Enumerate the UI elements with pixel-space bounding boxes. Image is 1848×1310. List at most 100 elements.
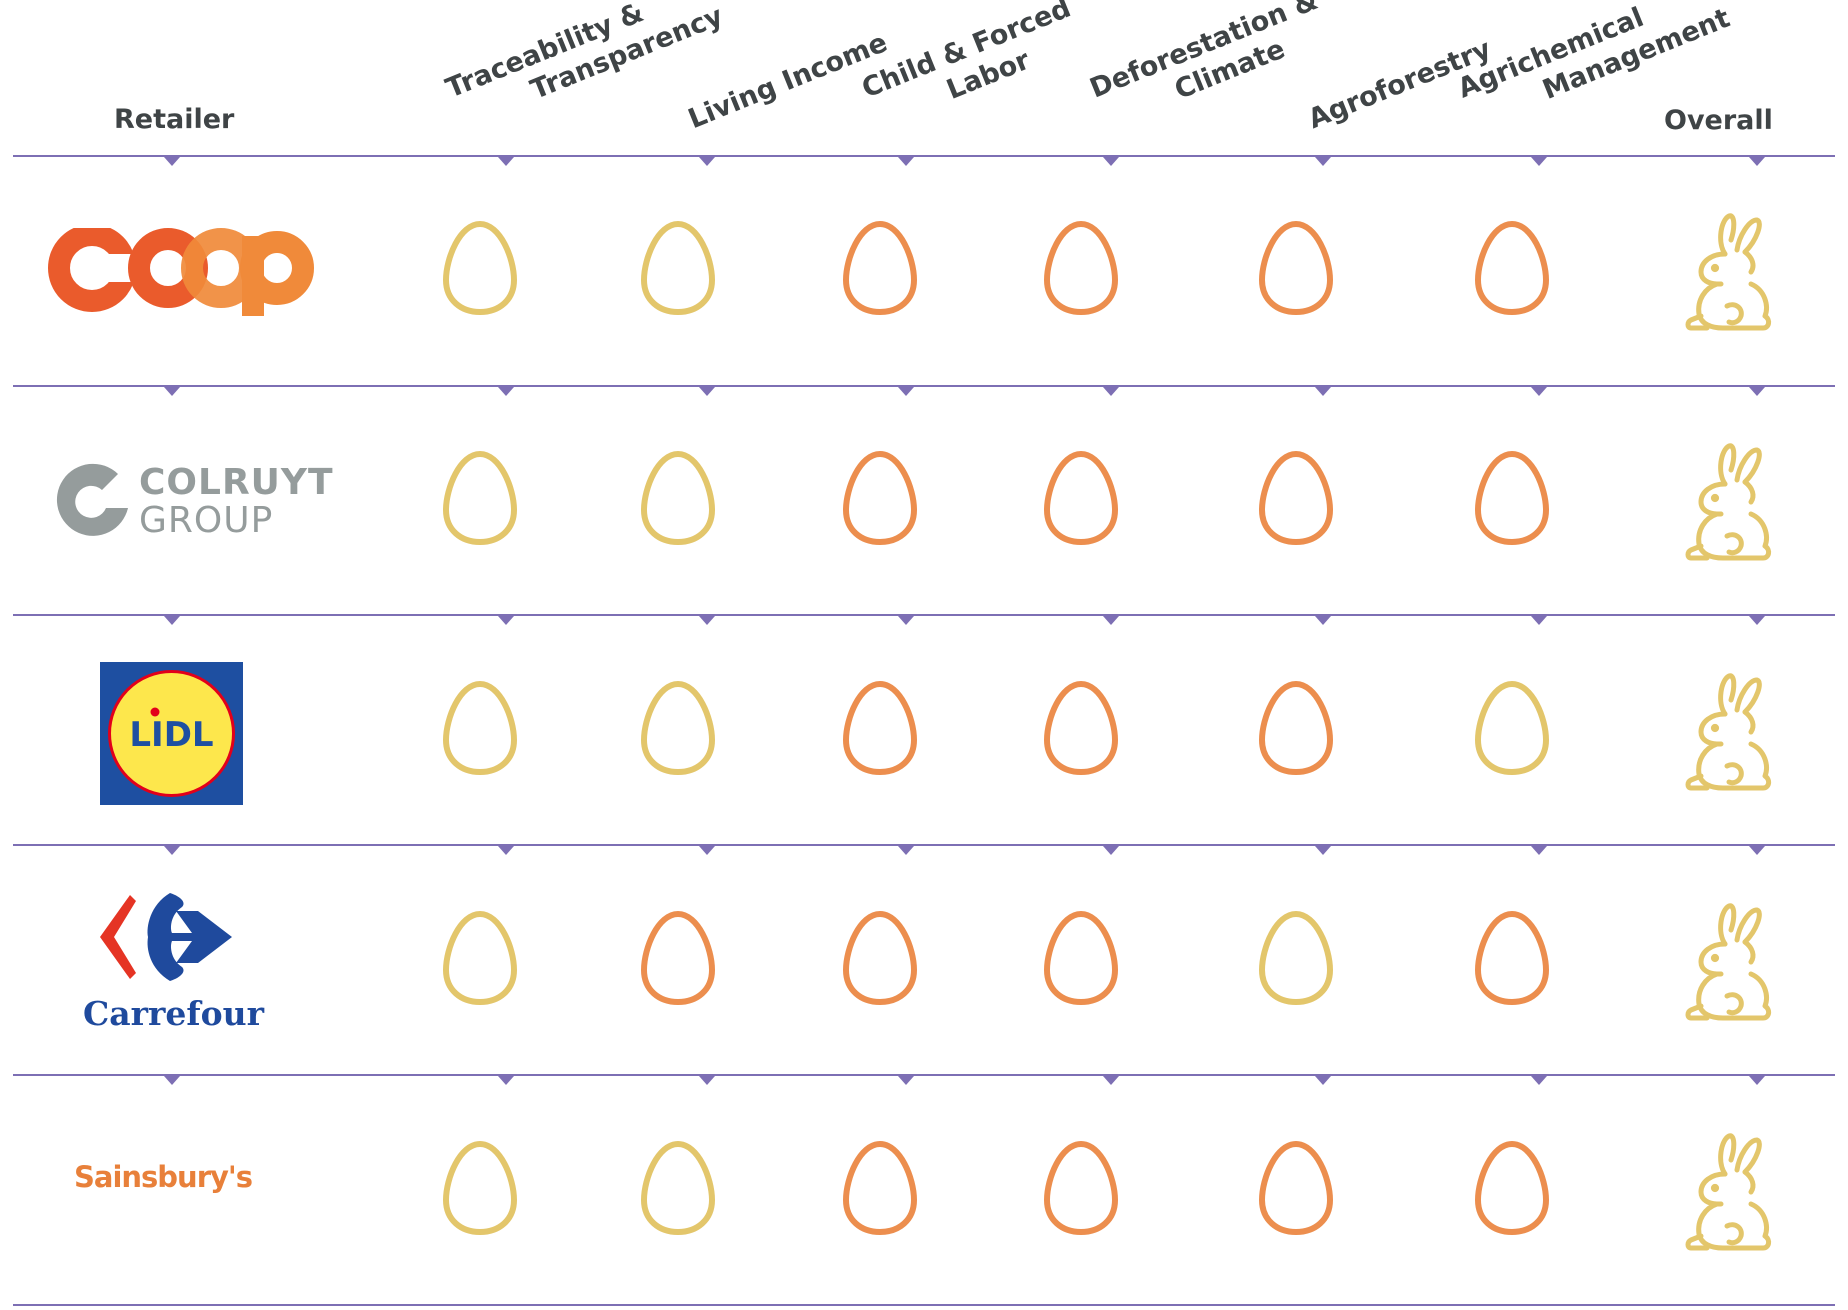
rating-egg-agroforestry xyxy=(1256,1138,1336,1238)
rating-egg-traceability xyxy=(440,218,520,318)
overall-bunny-rating xyxy=(1677,670,1777,794)
rating-egg-deforestation xyxy=(1041,678,1121,778)
egg-icon xyxy=(1043,910,1119,1006)
category-header-text: Child & Forced Labor xyxy=(857,0,1088,136)
egg-icon xyxy=(842,680,918,776)
egg-icon xyxy=(1258,680,1334,776)
rating-egg-living_income xyxy=(638,908,718,1008)
lidl-wordmark: LIDL xyxy=(129,715,213,755)
row-separator xyxy=(13,844,1835,846)
rating-egg-agroforestry xyxy=(1256,678,1336,778)
rating-egg-traceability xyxy=(440,908,520,1008)
category-header-text: Traceability & Transparency xyxy=(441,0,728,136)
lidl-circle xyxy=(108,670,235,797)
sainsburys-logo: Sainsbury's xyxy=(74,1160,294,1210)
rating-egg-agrichemical xyxy=(1472,908,1552,1008)
separator-notch xyxy=(699,846,715,855)
egg-icon xyxy=(1043,450,1119,546)
separator-notch xyxy=(164,387,180,396)
separator-notch xyxy=(1749,616,1765,625)
separator-notch xyxy=(1315,846,1331,855)
bunny-icon xyxy=(1685,213,1772,331)
category-header-child_labor: Child & Forced Labor xyxy=(858,0,1076,136)
rating-egg-agrichemical xyxy=(1472,678,1552,778)
bunny-icon xyxy=(1685,443,1772,561)
egg-icon xyxy=(640,220,716,316)
separator-notch xyxy=(699,387,715,396)
egg-icon xyxy=(842,910,918,1006)
separator-notch xyxy=(164,846,180,855)
retailer-column-header: Retailer xyxy=(114,104,235,135)
egg-icon xyxy=(442,450,518,546)
separator-notch xyxy=(699,616,715,625)
separator-notch xyxy=(1103,157,1119,166)
egg-icon xyxy=(1043,1140,1119,1236)
egg-icon xyxy=(1474,220,1550,316)
separator-notch xyxy=(1749,387,1765,396)
category-header-living_income: Living Income xyxy=(684,27,892,136)
category-header-text: Deforestation & Climate xyxy=(1085,0,1335,136)
separator-notch xyxy=(1531,387,1547,396)
coop-p-bowl xyxy=(240,231,314,305)
egg-icon xyxy=(1474,1140,1550,1236)
sainsburys-wordmark: Sainsbury's xyxy=(74,1160,253,1194)
egg-icon xyxy=(1474,680,1550,776)
separator-notch xyxy=(498,1076,514,1085)
row-separator xyxy=(13,614,1835,616)
category-header-agroforestry: Agroforestry xyxy=(1304,34,1495,136)
rating-egg-agroforestry xyxy=(1256,908,1336,1008)
rating-egg-traceability xyxy=(440,1138,520,1238)
egg-icon xyxy=(640,450,716,546)
overall-bunny-rating xyxy=(1677,210,1777,334)
separator-notch xyxy=(898,157,914,166)
lidl-logo: LIDL xyxy=(100,662,243,805)
rating-egg-agroforestry xyxy=(1256,448,1336,548)
rating-egg-traceability xyxy=(440,448,520,548)
separator-notch xyxy=(1531,616,1547,625)
bunny-icon xyxy=(1685,673,1772,791)
separator-notch xyxy=(898,387,914,396)
separator-notch xyxy=(1531,1076,1547,1085)
rating-egg-child_labor xyxy=(840,1138,920,1238)
separator-notch xyxy=(498,157,514,166)
separator-notch xyxy=(164,616,180,625)
colruyt-wordmark-line2: GROUP xyxy=(139,500,274,541)
separator-notch xyxy=(699,157,715,166)
carrefour-mark xyxy=(100,893,232,981)
egg-icon xyxy=(1258,220,1334,316)
rating-egg-traceability xyxy=(440,678,520,778)
separator-notch xyxy=(1315,616,1331,625)
rating-egg-agrichemical xyxy=(1472,448,1552,548)
rating-egg-child_labor xyxy=(840,678,920,778)
rating-egg-deforestation xyxy=(1041,218,1121,318)
separator-notch xyxy=(164,1076,180,1085)
rating-egg-living_income xyxy=(638,1138,718,1238)
separator-notch xyxy=(498,387,514,396)
egg-icon xyxy=(1258,1140,1334,1236)
egg-icon xyxy=(640,910,716,1006)
rating-egg-deforestation xyxy=(1041,448,1121,548)
category-header-agrichemical: Agrichemical Management xyxy=(1454,2,1735,136)
separator-notch xyxy=(1531,157,1547,166)
separator-notch xyxy=(898,1076,914,1085)
rating-egg-living_income xyxy=(638,448,718,548)
egg-icon xyxy=(1043,680,1119,776)
colruyt-g-shape xyxy=(56,463,129,536)
coop-c-gap xyxy=(100,254,132,282)
rating-egg-child_labor xyxy=(840,448,920,548)
colruyt-mark xyxy=(56,463,129,536)
separator-notch xyxy=(164,157,180,166)
egg-icon xyxy=(842,220,918,316)
rating-egg-agroforestry xyxy=(1256,218,1336,318)
category-header-traceability: Traceability & Transparency xyxy=(442,0,728,136)
separator-notch xyxy=(1749,846,1765,855)
rating-egg-agrichemical xyxy=(1472,1138,1552,1238)
egg-icon xyxy=(1474,910,1550,1006)
carrefour-wordmark: Carrefour xyxy=(83,994,265,1033)
lidl-badge: LIDL xyxy=(108,670,235,797)
overall-bunny-rating xyxy=(1677,900,1777,1024)
row-separator xyxy=(13,1074,1835,1076)
separator-notch xyxy=(1749,1076,1765,1085)
colruyt-logo: COLRUYT GROUP xyxy=(50,460,333,541)
